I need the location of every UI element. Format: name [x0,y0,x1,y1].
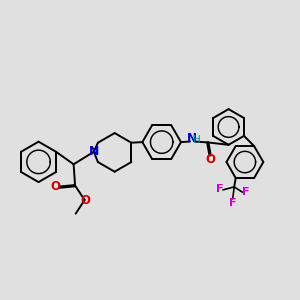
Text: O: O [205,154,215,166]
Text: O: O [81,194,91,207]
Text: O: O [50,180,61,194]
Text: N: N [186,132,197,146]
Text: F: F [242,187,249,197]
Text: N: N [88,145,99,158]
Text: F: F [229,198,236,208]
Text: F: F [216,184,223,194]
Text: H: H [193,135,200,145]
